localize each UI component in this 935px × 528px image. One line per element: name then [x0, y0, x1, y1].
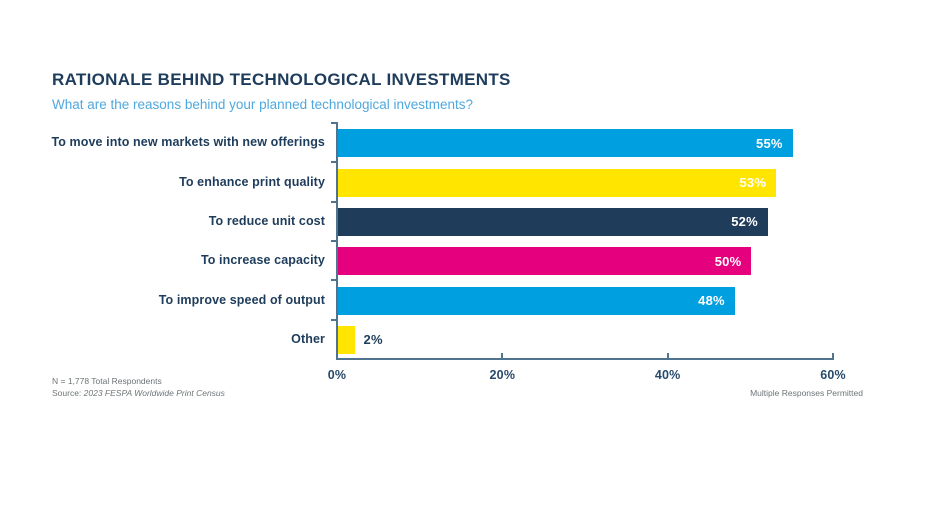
- x-tick-label: 60%: [820, 368, 846, 382]
- category-label: To improve speed of output: [158, 292, 325, 307]
- chart-subtitle: What are the reasons behind your planned…: [52, 97, 474, 112]
- x-tick-label: 20%: [489, 368, 516, 382]
- footnote-multiple-responses: Multiple Responses Permitted: [750, 388, 863, 398]
- footnote-source-prefix: Source:: [52, 388, 84, 398]
- y-axis-tick: [331, 122, 336, 124]
- bar: 50%: [338, 247, 752, 276]
- x-axis-tick: [666, 353, 669, 358]
- chart-title: RATIONALE BEHIND TECHNOLOGICAL INVESTMEN…: [52, 70, 511, 89]
- y-axis-tick: [331, 239, 336, 242]
- y-axis-tick: [331, 200, 336, 203]
- category-label: To reduce unit cost: [208, 213, 325, 228]
- x-axis-tick: [501, 353, 504, 358]
- footnote-source-title: 2023 FESPA Worldwide Print Census: [83, 388, 225, 398]
- bar-value-label: 53%: [739, 175, 767, 191]
- x-axis-tick: [832, 353, 834, 358]
- x-axis: [336, 358, 834, 360]
- bar-value-label: 52%: [731, 214, 758, 230]
- bar-value-label: 2%: [363, 332, 383, 348]
- bar-value-label: 50%: [714, 253, 742, 269]
- bar-value-label: 55%: [756, 135, 783, 151]
- footnote-respondents: N = 1,778 Total Respondents: [52, 376, 162, 386]
- category-label: Other: [291, 331, 325, 346]
- bar: 55%: [338, 129, 793, 158]
- footnote-source: Source: 2023 FESPA Worldwide Print Censu…: [52, 387, 225, 399]
- bar: 52%: [338, 207, 768, 236]
- y-axis-tick: [331, 161, 336, 164]
- bar: 2%: [338, 325, 383, 354]
- category-label: To move into new markets with new offeri…: [51, 135, 325, 150]
- category-label: To enhance print quality: [179, 174, 325, 189]
- y-axis-tick: [331, 279, 336, 282]
- footnote-block: N = 1,778 Total Respondents Source: 2023…: [52, 375, 225, 399]
- y-axis-tick: [331, 318, 336, 321]
- x-tick-label: 40%: [654, 368, 681, 382]
- y-axis: [336, 122, 338, 360]
- bar: 48%: [338, 286, 735, 315]
- bar: 53%: [338, 168, 777, 197]
- category-label: To increase capacity: [200, 253, 325, 268]
- x-tick-label: 0%: [327, 368, 347, 382]
- bar-value-label: 48%: [698, 293, 725, 308]
